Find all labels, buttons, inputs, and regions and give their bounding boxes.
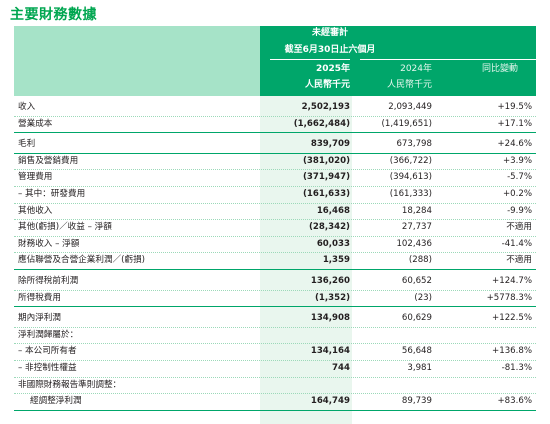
header-period: 截至6月30日止六個月	[284, 45, 376, 55]
value-2024: (23)	[414, 292, 432, 303]
value-2024: 18,284	[401, 205, 432, 216]
row-label: 經調整淨利潤	[30, 396, 82, 407]
table-row: 淨利潤歸屬於：	[14, 328, 536, 345]
value-change: +124.7%	[492, 275, 532, 286]
value-2025: 134,164	[310, 346, 350, 357]
row-label: 財務收入 – 淨額	[18, 238, 80, 249]
table-row: 所得稅費用 (1,352) (23) +5778.3%	[14, 291, 536, 308]
value-2024: 3,981	[407, 362, 432, 373]
header-currency-2025: 人民幣千元	[304, 80, 350, 90]
value-2025: (381,020)	[303, 155, 350, 166]
value-2024: 60,652	[401, 275, 432, 286]
header-change: 同比變動	[481, 64, 518, 74]
row-label: 非國際財務報告準則調整：	[18, 379, 122, 390]
value-2025: 164,749	[310, 396, 350, 407]
value-change: +24.6%	[497, 139, 532, 150]
table-row: – 其中：研發費用 (161,633) (161,333) +0.2%	[14, 187, 536, 204]
value-change: +3.9%	[502, 155, 532, 166]
row-label: 銷售及營銷費用	[18, 155, 79, 166]
table-row: 其他收入 16,468 18,284 -9.9%	[14, 204, 536, 221]
value-2024: (288)	[408, 255, 432, 266]
value-change: 不適用	[506, 255, 532, 266]
row-label: 淨利潤歸屬於：	[18, 329, 79, 340]
value-2024: 60,629	[401, 313, 432, 324]
value-change: +0.2%	[502, 188, 532, 199]
table-row: – 非控制性權益 744 3,981 -81.3%	[14, 361, 536, 378]
value-change: +17.1%	[497, 118, 532, 129]
row-label: 其他收入	[18, 205, 53, 216]
value-2024: 2,093,449	[388, 102, 432, 112]
header-year-2024: 2024年	[400, 64, 432, 74]
value-2025: (1,662,484)	[293, 118, 350, 129]
value-change: +83.6%	[497, 396, 532, 407]
row-label: 收入	[18, 102, 36, 112]
row-label: 應佔聯營及合營企業利潤／(虧損)	[18, 255, 146, 266]
header-values-cell	[260, 26, 536, 96]
value-2025: 2,502,193	[301, 102, 350, 112]
value-2024: 56,648	[401, 346, 432, 357]
value-2025: 136,260	[310, 275, 350, 286]
value-2025: 744	[332, 362, 350, 373]
value-change: +5778.3%	[486, 292, 532, 303]
value-2025: 60,033	[316, 238, 350, 249]
value-2025: (1,352)	[314, 292, 350, 303]
table-row: – 本公司所有者 134,164 56,648 +136.8%	[14, 344, 536, 361]
table-row: 其他(虧損)／收益 – 淨額 (28,342) 27,737 不適用	[14, 220, 536, 237]
header-divider-2025	[270, 59, 350, 60]
row-label: 毛利	[18, 139, 36, 150]
value-change: -9.9%	[507, 205, 532, 216]
table-row: 經調整淨利潤 164,749 89,739 +83.6%	[14, 394, 536, 411]
table-row: 期內淨利潤 134,908 60,629 +122.5%	[14, 311, 536, 328]
header-label-cell	[14, 26, 260, 96]
header-currency-2024: 人民幣千元	[386, 80, 432, 90]
financial-table: 收入 2,502,193 2,093,449 +19.5% 營業成本 (1,66…	[14, 100, 536, 411]
table-row: 收入 2,502,193 2,093,449 +19.5%	[14, 100, 536, 117]
value-2024: (161,333)	[389, 188, 432, 199]
value-2025: 1,359	[322, 255, 350, 266]
table-row: 營業成本 (1,662,484) (1,419,651) +17.1%	[14, 117, 536, 134]
row-label: 營業成本	[18, 118, 53, 129]
table-row: 毛利 839,709 673,798 +24.6%	[14, 137, 536, 154]
page-title: 主要財務數據	[10, 7, 97, 23]
value-2024: 27,737	[401, 222, 432, 233]
row-label: – 非控制性權益	[18, 362, 77, 373]
table-row: 銷售及營銷費用 (381,020) (366,722) +3.9%	[14, 154, 536, 171]
value-2025: 839,709	[310, 139, 350, 150]
value-change: +136.8%	[492, 346, 532, 357]
row-label: 管理費用	[18, 172, 53, 183]
row-label: – 本公司所有者	[18, 346, 77, 357]
value-2025: (161,633)	[303, 188, 350, 199]
value-change: +19.5%	[497, 102, 532, 112]
value-change: 不適用	[506, 222, 532, 233]
header-divider-2024	[360, 59, 536, 60]
row-label: 其他(虧損)／收益 – 淨額	[18, 222, 112, 233]
table-row: 除所得稅前利潤 136,260 60,652 +124.7%	[14, 274, 536, 291]
value-2024: 89,739	[401, 396, 432, 407]
value-2025: (28,342)	[308, 222, 350, 233]
value-2024: 102,436	[396, 238, 432, 249]
row-label: 期內淨利潤	[18, 313, 61, 324]
column-2025-highlight	[260, 96, 352, 424]
header-year-2025: 2025年	[315, 64, 350, 74]
value-2024: (394,613)	[389, 172, 432, 183]
value-change: -41.4%	[501, 238, 532, 249]
value-change: +122.5%	[492, 313, 532, 324]
value-2025: 134,908	[310, 313, 350, 324]
table-row: 應佔聯營及合營企業利潤／(虧損) 1,359 (288) 不適用	[14, 253, 536, 270]
value-2024: 673,798	[396, 139, 432, 150]
value-2024: (1,419,651)	[381, 118, 432, 129]
row-label: 除所得稅前利潤	[18, 275, 79, 286]
row-label: – 其中：研發費用	[18, 188, 86, 199]
table-row: 財務收入 – 淨額 60,033 102,436 -41.4%	[14, 237, 536, 254]
table-row: 非國際財務報告準則調整：	[14, 378, 536, 395]
value-change: -5.7%	[507, 172, 532, 183]
table-row: 管理費用 (371,947) (394,613) -5.7%	[14, 170, 536, 187]
header-unaudited: 未經審計	[311, 28, 348, 38]
value-2025: (371,947)	[303, 172, 350, 183]
value-change: -81.3%	[501, 362, 532, 373]
row-label: 所得稅費用	[18, 292, 61, 303]
value-2024: (366,722)	[389, 155, 432, 166]
value-2025: 16,468	[316, 205, 350, 216]
